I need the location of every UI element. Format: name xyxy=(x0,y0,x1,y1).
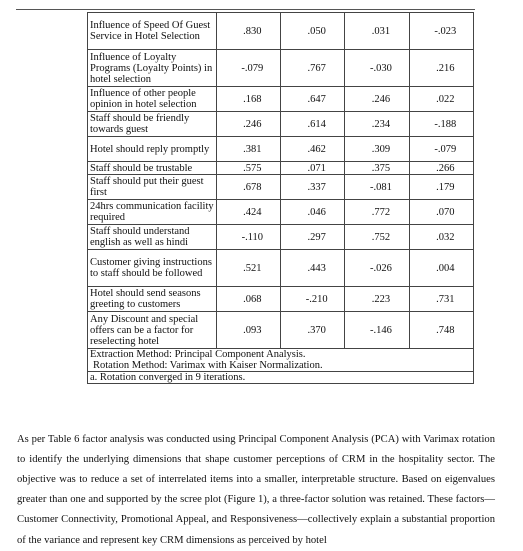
table-note-row: a. Rotation converged in 9 iterations. xyxy=(87,371,474,384)
loading-value: .022 xyxy=(436,93,455,105)
row-label: 24hrs communication facility required xyxy=(87,199,217,225)
row-label: Influence of other people opinion in hot… xyxy=(87,86,217,112)
row-label: Hotel should send seasons greeting to cu… xyxy=(87,286,217,312)
loading-value: .370 xyxy=(307,324,326,336)
loading-value: -.023 xyxy=(434,25,457,37)
loading-value: .071 xyxy=(307,162,326,174)
loading-value: .678 xyxy=(243,181,262,193)
table-row: Any Discount and special offers can be a… xyxy=(87,311,475,349)
loading-value: .443 xyxy=(307,262,326,274)
loading-value: -.081 xyxy=(370,181,392,193)
row-label: Staff should be trustable xyxy=(87,161,217,175)
rotation-method-note: Rotation Method: Varimax with Kaiser Nor… xyxy=(93,360,323,371)
rotation-converged-note: a. Rotation converged in 9 iterations. xyxy=(87,371,474,384)
loading-value: .462 xyxy=(307,143,326,155)
loading-value: .246 xyxy=(371,93,391,105)
loading-value: .004 xyxy=(436,262,455,274)
loading-value: .031 xyxy=(371,25,391,37)
body-paragraph: As per Table 6 factor analysis was condu… xyxy=(17,433,495,546)
loading-value: -.188 xyxy=(434,118,457,130)
method-note: Extraction Method: Principal Component A… xyxy=(87,348,474,372)
loading-value: .070 xyxy=(436,206,455,218)
row-label: Any Discount and special offers can be a… xyxy=(87,311,217,349)
row-label: Influence of Speed Of Guest Service in H… xyxy=(87,12,217,50)
loading-value: .068 xyxy=(243,293,262,305)
loading-value: .216 xyxy=(436,62,455,74)
loading-value: .046 xyxy=(307,206,326,218)
loading-value: .767 xyxy=(307,62,326,74)
loading-value: .647 xyxy=(307,93,326,105)
loading-value: .575 xyxy=(243,162,262,174)
loading-value: .050 xyxy=(307,25,326,37)
loading-value: .093 xyxy=(243,324,262,336)
rotated-component-matrix-table: Influence of Speed Of Guest Service in H… xyxy=(87,12,475,384)
table-row: Hotel should send seasons greeting to cu… xyxy=(87,286,475,312)
row-label: Influence of Loyalty Programs (Loyalty P… xyxy=(87,49,217,87)
loading-value: -.110 xyxy=(241,231,264,243)
loading-value: .309 xyxy=(371,143,391,155)
loading-value: .266 xyxy=(436,162,455,174)
row-label: Hotel should reply promptly xyxy=(87,136,217,162)
loading-value: -.026 xyxy=(370,262,392,274)
loading-value: .168 xyxy=(243,93,262,105)
loading-value: -.079 xyxy=(241,62,264,74)
table-row: Staff should be friendly towards guest .… xyxy=(87,111,475,137)
table-row: Influence of Speed Of Guest Service in H… xyxy=(87,12,475,50)
loading-value: .772 xyxy=(371,206,391,218)
row-label: Staff should understand english as well … xyxy=(87,224,217,250)
table-row: Influence of other people opinion in hot… xyxy=(87,86,475,112)
loading-value: .179 xyxy=(436,181,455,193)
loading-value: .032 xyxy=(436,231,455,243)
table-row: 24hrs communication facility required .4… xyxy=(87,199,475,225)
loading-value: .246 xyxy=(243,118,262,130)
loading-value: -.210 xyxy=(305,293,328,305)
table-row: Staff should be trustable .575 .071 .375… xyxy=(87,161,475,175)
loading-value: .748 xyxy=(436,324,455,336)
loading-value: .297 xyxy=(307,231,326,243)
row-label: Customer giving instructions to staff sh… xyxy=(87,249,217,287)
loading-value: .424 xyxy=(243,206,262,218)
table-row: Staff should put their guest first .678 … xyxy=(87,174,475,200)
loading-value: .830 xyxy=(243,25,262,37)
table-row: Staff should understand english as well … xyxy=(87,224,475,250)
table-row: Hotel should reply promptly .381 .462 .3… xyxy=(87,136,475,162)
loading-value: .337 xyxy=(307,181,326,193)
table-row: Customer giving instructions to staff sh… xyxy=(87,249,475,287)
loading-value: .381 xyxy=(243,143,262,155)
loading-value: -.030 xyxy=(370,62,392,74)
row-label: Staff should put their guest first xyxy=(87,174,217,200)
loading-value: .234 xyxy=(371,118,391,130)
extraction-method-note: Extraction Method: Principal Component A… xyxy=(90,349,306,360)
loading-value: .731 xyxy=(436,293,455,305)
loading-value: -.146 xyxy=(370,324,392,336)
loading-value: .614 xyxy=(307,118,326,130)
loading-value: .375 xyxy=(371,162,391,174)
row-label: Staff should be friendly towards guest xyxy=(87,111,217,137)
loading-value: .223 xyxy=(371,293,391,305)
table-row: Influence of Loyalty Programs (Loyalty P… xyxy=(87,49,475,87)
top-rule xyxy=(16,9,475,10)
loading-value: .752 xyxy=(371,231,391,243)
loading-value: .521 xyxy=(243,262,262,274)
loading-value: -.079 xyxy=(434,143,457,155)
table-note-row: Extraction Method: Principal Component A… xyxy=(87,348,474,372)
